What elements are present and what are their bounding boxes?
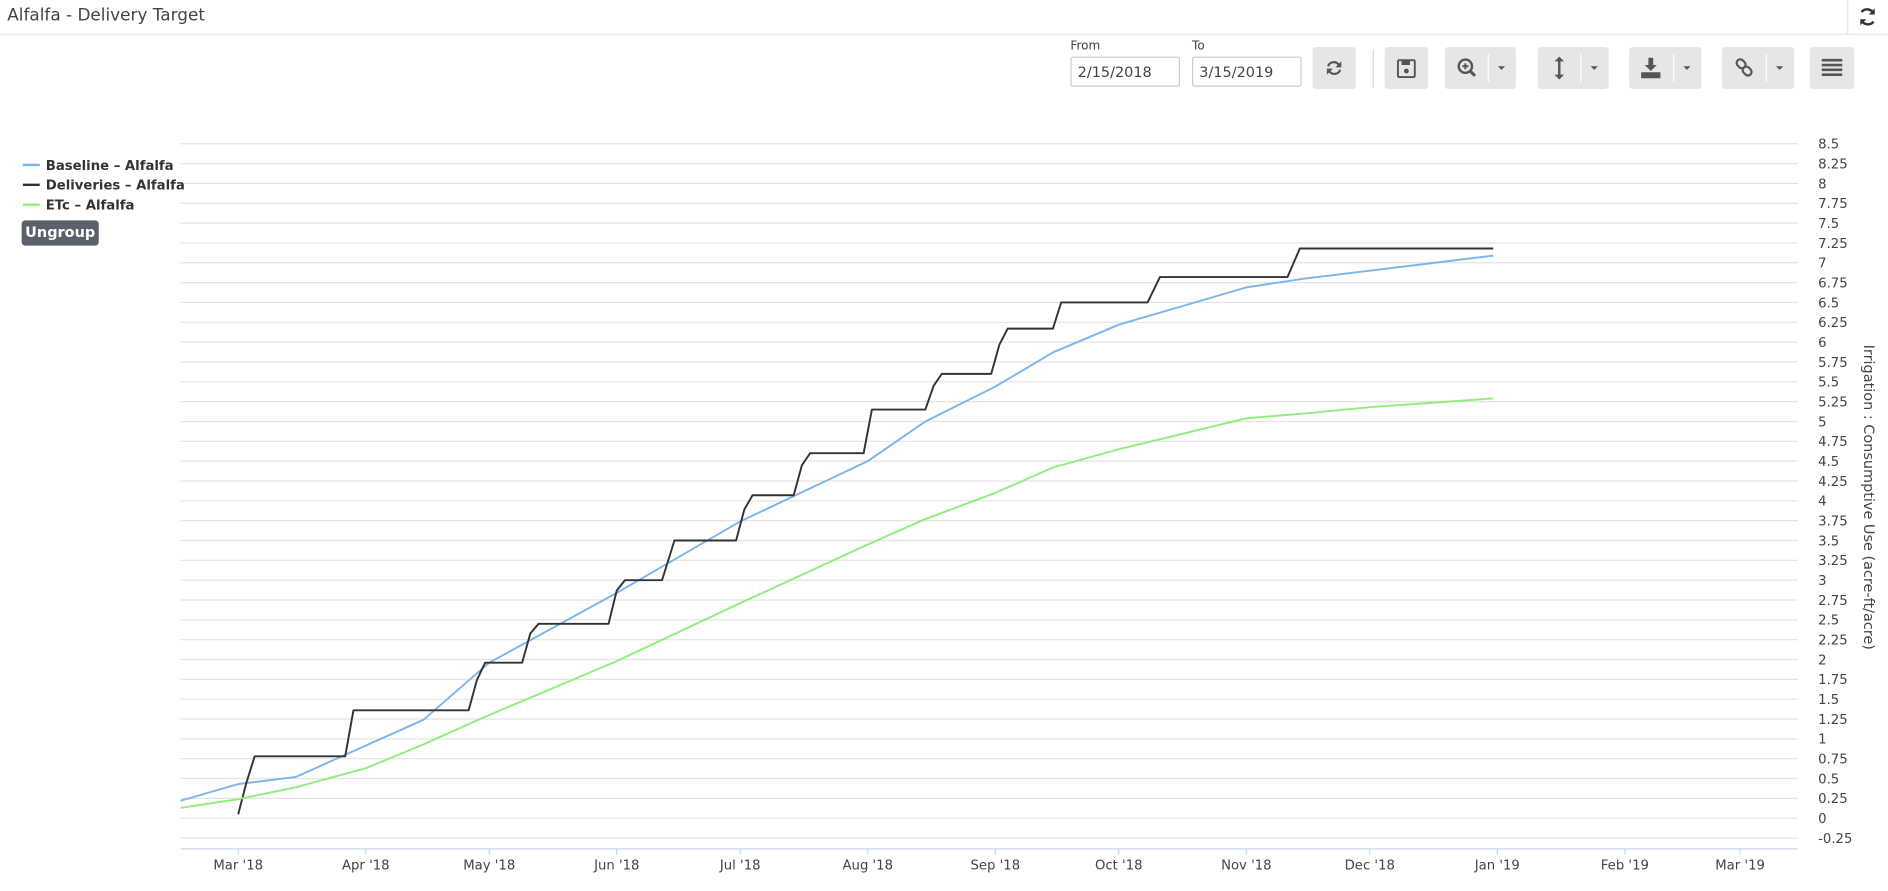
y-tick-label: 1.5: [1818, 693, 1839, 708]
save-button[interactable]: [1384, 46, 1429, 90]
ungroup-button[interactable]: Ungroup: [21, 220, 99, 246]
y-tick-label: 2: [1818, 653, 1826, 668]
x-tick-label: Nov '18: [1221, 858, 1272, 873]
list-button[interactable]: [1809, 46, 1855, 90]
y-tick-label: 8: [1818, 177, 1826, 192]
series-line: [180, 397, 1494, 809]
save-icon: [1396, 59, 1416, 79]
y-tick-label: 6.25: [1818, 316, 1847, 331]
y-tick-label: 4.75: [1818, 435, 1847, 450]
y-axis-title: Irrigation : Consumptive Use (acre-ft/ac…: [1860, 345, 1876, 650]
download-button[interactable]: [1629, 46, 1702, 90]
x-tick-label: Apr '18: [342, 858, 390, 873]
y-tick-label: 3: [1818, 574, 1826, 589]
y-tick-label: 2.5: [1818, 614, 1839, 629]
y-tick-label: 0.75: [1818, 753, 1847, 768]
series-line: [237, 247, 1494, 815]
y-tick-label: 5: [1818, 415, 1826, 430]
toolbar-separator: [1372, 49, 1374, 88]
x-tick-label: Dec '18: [1345, 858, 1395, 873]
x-tick-label: Jan '19: [1474, 858, 1520, 873]
from-date-input[interactable]: 2/15/2018: [1070, 56, 1180, 87]
x-tick-label: Feb '19: [1601, 858, 1649, 873]
y-tick-label: 0.25: [1818, 792, 1847, 807]
from-label: From: [1070, 39, 1101, 53]
y-tick-label: 7.75: [1818, 197, 1847, 212]
y-tick-label: 2.25: [1818, 633, 1847, 648]
y-tick-label: 5.25: [1818, 395, 1847, 410]
x-tick-label: Mar '19: [1715, 858, 1765, 873]
y-tick-label: 3.25: [1818, 554, 1847, 569]
y-tick-label: 2.75: [1818, 594, 1847, 609]
link-icon: [1735, 54, 1784, 82]
y-tick-label: 6.5: [1818, 296, 1839, 311]
y-tick-label: 1.75: [1818, 673, 1847, 688]
y-tick-label: 8.5: [1818, 138, 1839, 153]
y-tick-label: 4: [1818, 495, 1826, 510]
y-tick-label: 4.25: [1818, 475, 1847, 490]
scale-icon: [1554, 54, 1598, 82]
y-tick-label: 1: [1818, 733, 1826, 748]
page-title: Alfalfa - Delivery Target: [7, 6, 205, 26]
legend-label: ETc – Alfalfa: [46, 199, 135, 214]
x-tick-label: Mar '18: [213, 858, 263, 873]
series-line: [180, 254, 1494, 802]
zoom-button[interactable]: [1444, 46, 1516, 90]
y-tick-label: 6: [1818, 336, 1826, 351]
list-icon: [1821, 58, 1843, 76]
x-tick-label: Aug '18: [843, 858, 894, 873]
y-tick-label: 7.25: [1818, 237, 1847, 252]
y-tick-label: 7: [1818, 257, 1826, 272]
legend-label: Deliveries – Alfalfa: [46, 179, 185, 194]
legend-label: Baseline – Alfalfa: [46, 159, 174, 174]
y-tick-label: 5.75: [1818, 356, 1847, 371]
refresh-icon: [1860, 8, 1875, 26]
y-tick-label: 7.5: [1818, 217, 1839, 232]
download-icon: [1641, 54, 1691, 82]
apply-refresh-button[interactable]: [1312, 46, 1356, 90]
link-button[interactable]: [1721, 46, 1795, 90]
y-tick-label: 3.5: [1818, 534, 1839, 549]
y-tick-label: 8.25: [1818, 157, 1847, 172]
refresh-icon: [1326, 61, 1342, 75]
to-date-input[interactable]: 3/15/2019: [1192, 56, 1302, 87]
to-label: To: [1192, 39, 1205, 53]
y-tick-label: 4.5: [1818, 455, 1839, 470]
y-tick-label: 0.5: [1818, 772, 1839, 787]
y-tick-label: 5.5: [1818, 376, 1839, 391]
x-tick-label: Oct '18: [1095, 858, 1143, 873]
scale-button[interactable]: [1537, 46, 1609, 90]
y-tick-label: 6.75: [1818, 276, 1847, 291]
y-tick-label: 3.75: [1818, 514, 1847, 529]
x-tick-label: Sep '18: [971, 858, 1021, 873]
header: Alfalfa - Delivery Target: [0, 0, 1888, 35]
x-tick-label: Jul '18: [719, 858, 761, 873]
zoom-icon: [1457, 54, 1506, 82]
y-tick-label: 0: [1818, 812, 1826, 827]
y-tick-label: 1.25: [1818, 713, 1847, 728]
y-tick-label: -0.25: [1818, 832, 1852, 847]
x-tick-label: May '18: [463, 858, 515, 873]
refresh-widget-button[interactable]: [1847, 0, 1888, 34]
x-tick-label: Jun '18: [593, 858, 639, 873]
